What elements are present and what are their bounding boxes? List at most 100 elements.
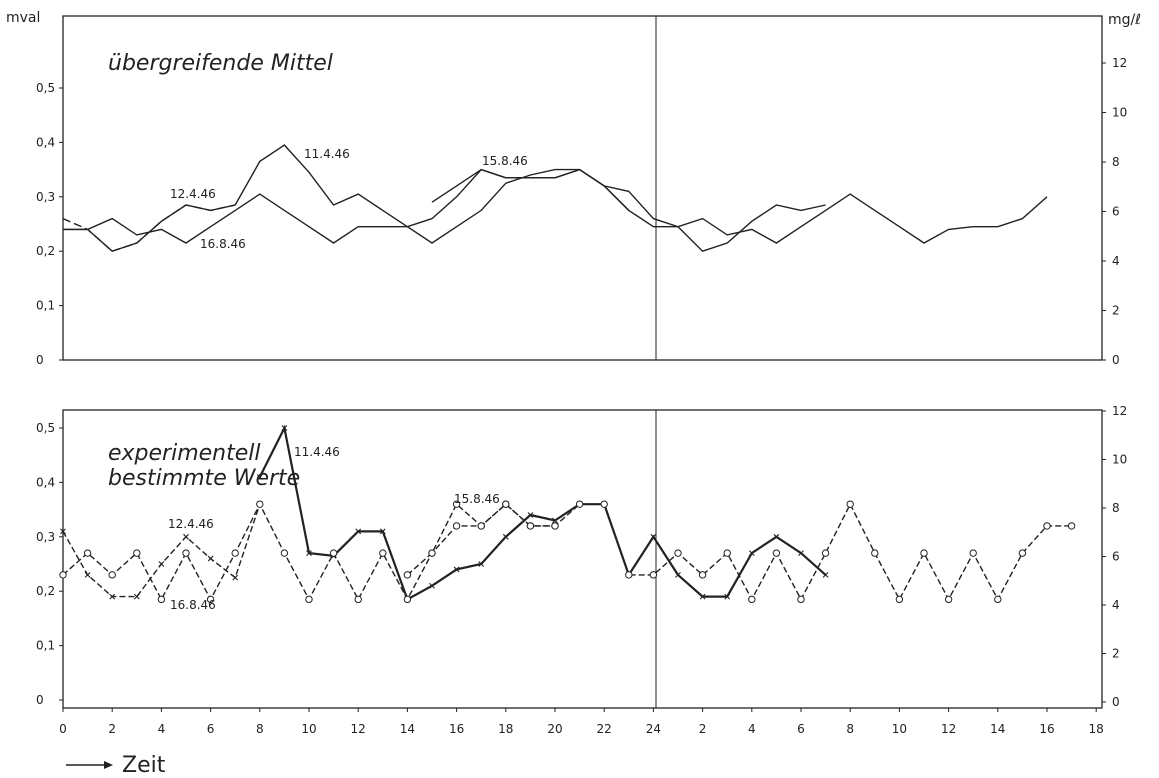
data-point-cross: [724, 593, 731, 600]
data-point-cross: [699, 593, 706, 600]
data-point-circle: [502, 500, 510, 508]
data-point-circle: [256, 500, 264, 508]
data-point-circle: [452, 522, 461, 530]
data-point-circle: [1043, 522, 1051, 530]
data-point-circle: [723, 549, 731, 557]
left-tick-label: 0,3: [36, 190, 55, 204]
data-point-cross: [207, 555, 214, 562]
right-tick-label: 12: [1112, 404, 1127, 418]
data-point-cross: [798, 550, 804, 557]
x-tick-label: 14: [400, 722, 415, 736]
data-point-cross: [527, 512, 534, 518]
data-point-circle: [625, 571, 633, 579]
data-point-circle: [206, 595, 215, 604]
data-point-circle: [575, 500, 584, 508]
data-point-circle: [797, 595, 805, 604]
data-point-circle: [403, 595, 412, 604]
data-point-cross: [379, 528, 386, 535]
left-tick-label: 0,2: [36, 584, 55, 598]
left-tick-label: 0,3: [36, 530, 55, 544]
x-tick-label: 16: [1039, 722, 1054, 736]
series-line-11.4.46: [63, 144, 826, 253]
series-line-12.4.46: [62, 503, 261, 598]
x-tick-label: 20: [547, 722, 562, 736]
annotation-11-4-46: 11.4.46: [304, 147, 350, 161]
right-tick-label: 2: [1112, 304, 1120, 318]
left-tick-label: 0: [36, 353, 44, 367]
x-tick-label: 10: [892, 722, 907, 736]
right-tick-label: 8: [1112, 155, 1120, 169]
x-tick-label: 4: [158, 722, 166, 736]
x-tick-label: 4: [748, 722, 756, 736]
right-tick-label: 10: [1112, 106, 1127, 120]
data-point-cross: [478, 561, 485, 567]
right-tick-label: 6: [1112, 550, 1120, 564]
zeit-arrowhead-icon: [104, 761, 113, 769]
data-point-circle: [182, 549, 190, 557]
annotation-11-4-46: 11.4.46: [294, 445, 340, 459]
data-point-cross: [183, 533, 189, 540]
data-point-circle: [551, 522, 559, 530]
x-tick-label: 8: [256, 722, 264, 736]
annotation-16-8-46: 16.8.46: [200, 237, 246, 251]
right-tick-label: 0: [1112, 353, 1120, 367]
data-point-circle: [59, 571, 67, 579]
data-point-cross: [306, 550, 312, 557]
data-point-circle: [920, 549, 928, 557]
annotation-16-8-46: 16.8.46: [170, 598, 216, 612]
data-point-circle: [772, 549, 781, 557]
data-point-cross: [84, 571, 91, 578]
series-line-16.8.46: [62, 502, 1072, 601]
data-point-circle: [821, 549, 830, 557]
data-point-circle: [944, 595, 953, 604]
x-tick-label: 6: [207, 722, 215, 736]
x-tick-label: 24: [646, 722, 661, 736]
x-tick-label: 12: [351, 722, 366, 736]
data-point-cross: [675, 571, 681, 578]
data-point-circle: [354, 595, 362, 604]
data-point-cross: [822, 571, 829, 578]
data-point-cross: [748, 550, 755, 557]
data-point-cross: [552, 517, 558, 524]
x-tick-label: 0: [59, 722, 67, 736]
data-point-cross: [281, 425, 288, 431]
data-point-circle: [846, 500, 854, 508]
data-point-circle: [452, 500, 461, 508]
data-point-cross: [232, 574, 239, 581]
data-point-circle: [994, 595, 1002, 604]
data-point-circle: [231, 549, 239, 557]
data-point-cross: [256, 474, 263, 480]
right-tick-label: 8: [1112, 501, 1120, 515]
data-point-circle: [748, 595, 756, 604]
x-tick-label: 14: [990, 722, 1005, 736]
left-tick-label: 0,1: [36, 299, 55, 313]
right-tick-label: 4: [1112, 598, 1120, 612]
right-tick-label: 0: [1112, 695, 1120, 709]
data-point-circle: [305, 595, 313, 604]
annotation-15-8-46: 15.8.46: [482, 154, 528, 168]
chart-title-line-1: experimentell: [108, 441, 261, 466]
data-point-circle: [133, 549, 141, 557]
right-tick-label: 4: [1112, 254, 1120, 268]
plot-frame-1: [62, 409, 1103, 709]
x-tick-label: 12: [941, 722, 956, 736]
data-point-cross: [60, 528, 66, 535]
chart-title-line-2: bestimmte Werte: [108, 466, 300, 491]
left-tick-label: 0,4: [36, 475, 55, 489]
annotation-12-4-46: 12.4.46: [168, 517, 214, 531]
annotation-12-4-46: 12.4.46: [170, 187, 216, 201]
data-point-circle: [969, 549, 977, 557]
data-point-circle: [674, 549, 682, 557]
data-point-cross: [650, 533, 657, 540]
x-tick-label: 16: [449, 722, 464, 736]
data-point-circle: [329, 549, 338, 557]
data-point-circle: [403, 571, 412, 579]
data-point-circle: [895, 595, 904, 604]
left-tick-label: 0: [36, 693, 44, 707]
x-tick-label: 22: [597, 722, 612, 736]
data-point-cross: [133, 593, 140, 600]
y-axis-label-right: mg/ℓ: [1108, 12, 1141, 28]
data-point-cross: [453, 566, 460, 573]
data-point-cross: [355, 528, 362, 535]
data-point-circle: [871, 549, 879, 557]
